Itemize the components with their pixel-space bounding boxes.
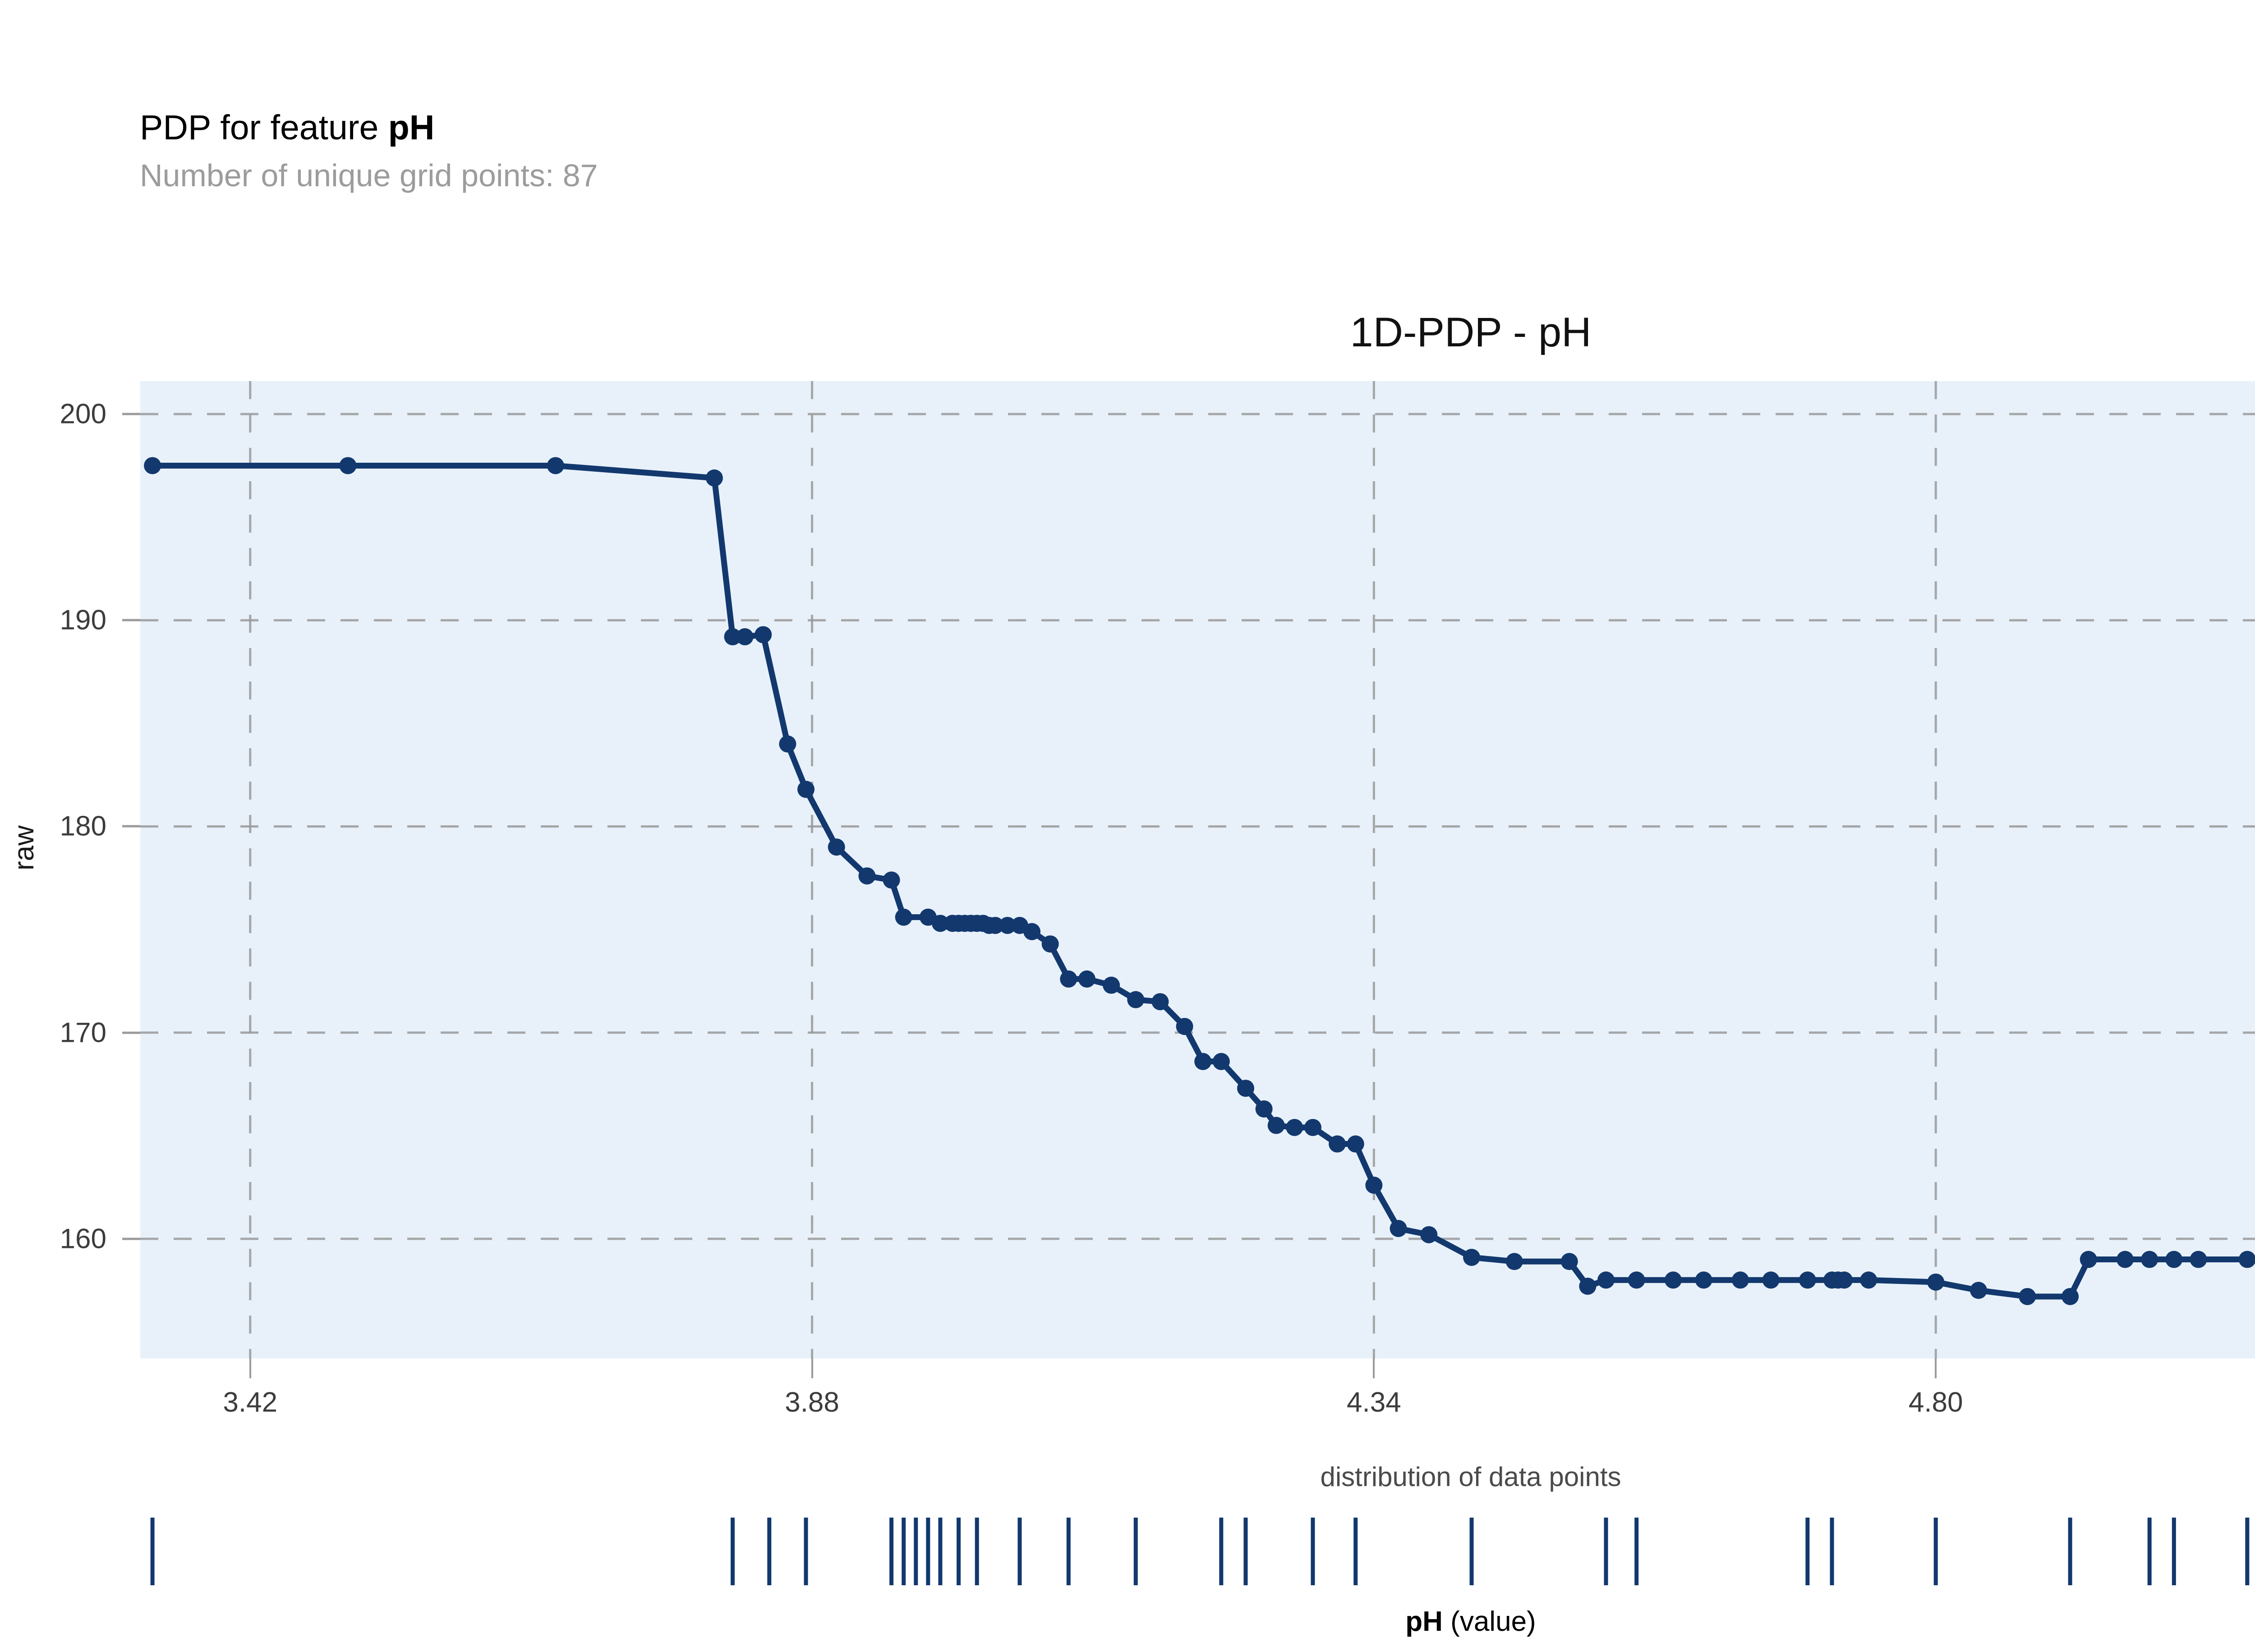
y-tick-label: 160 (60, 1223, 106, 1255)
rug-panel-title-text: distribution of data points (1320, 1462, 1621, 1492)
x-axis-title: pH (value) (0, 1606, 2255, 1638)
header-block: PDP for feature pH Number of unique grid… (140, 110, 1493, 193)
rug-panel (140, 1518, 2255, 1585)
rug-ticks (150, 1518, 2250, 1585)
chart-title: 1D-PDP - pH (0, 309, 2255, 356)
y-axis-title: raw (9, 825, 40, 870)
y-tick-mark (122, 1238, 140, 1240)
page-title-prefix: PDP for feature (140, 108, 388, 147)
x-tick-mark (1935, 1358, 1937, 1378)
chart-title-text: 1D-PDP - pH (1350, 309, 1592, 355)
x-tick-mark (811, 1358, 813, 1378)
plot-background (140, 381, 2255, 1358)
x-tick-label: 3.42 (223, 1387, 278, 1418)
x-tick-label: 4.80 (1908, 1387, 1963, 1418)
y-tick-mark (122, 825, 140, 828)
x-tick-label: 3.88 (785, 1387, 839, 1418)
y-tick-label: 190 (60, 604, 106, 636)
page-title: PDP for feature pH (140, 110, 1493, 145)
page-title-feature: pH (388, 108, 435, 147)
y-tick-label: 180 (60, 810, 106, 842)
pdp-line-chart (140, 381, 2255, 1358)
plot-area (140, 381, 2255, 1358)
x-axis: 3.423.884.344.805.27 (140, 1358, 2255, 1422)
x-axis-title-feature: pH (1405, 1606, 1443, 1637)
rug-panel-title: distribution of data points (0, 1461, 2255, 1492)
y-tick-label: 170 (60, 1017, 106, 1049)
y-tick-mark (122, 413, 140, 415)
x-tick-mark (1373, 1358, 1375, 1378)
y-axis: 160 170 180 190 200 (0, 381, 140, 1358)
y-tick-mark (122, 1031, 140, 1034)
y-tick-mark (122, 619, 140, 621)
x-axis-title-rest: (value) (1442, 1606, 1536, 1637)
x-tick-mark (249, 1358, 251, 1378)
y-tick-label: 200 (60, 398, 106, 430)
grid-points-note: Number of unique grid points: 87 (140, 158, 598, 193)
x-tick-label: 4.34 (1347, 1387, 1401, 1418)
